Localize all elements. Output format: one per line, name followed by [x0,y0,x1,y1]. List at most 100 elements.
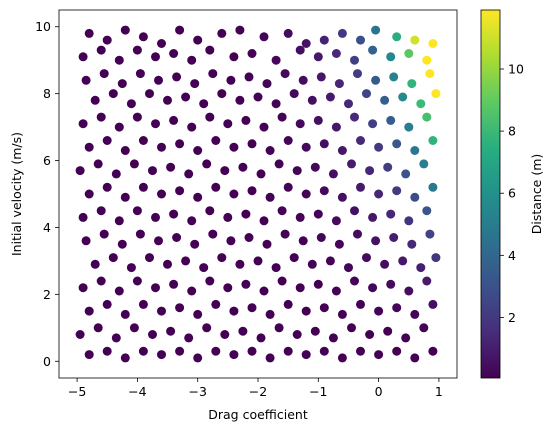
scatter-point [410,353,420,363]
scatter-point [404,286,414,296]
scatter-point [386,209,396,219]
scatter-point [93,159,103,169]
scatter-point [78,119,88,129]
scatter-point [392,186,402,196]
scatter-point [319,35,329,45]
scatter-point [425,229,435,239]
scatter-point [283,28,293,38]
scatter-point [138,32,148,42]
scatter-point [102,136,112,145]
scatter-point [350,276,359,286]
scatter-point [319,346,329,356]
scatter-point [129,159,139,169]
scatter-point [328,169,338,179]
scatter-point [81,75,91,85]
scatter-point [247,303,257,313]
scatter-point [145,89,154,99]
scatter-point [331,286,341,296]
scatter-point [331,216,341,226]
scatter-point [344,263,353,273]
scatter-point [193,353,203,363]
scatter-point [184,333,194,343]
scatter-point [301,306,311,316]
scatter-point [362,253,371,263]
x-axis-label: Drag coefficient [208,407,308,422]
scatter-point [151,52,160,62]
scatter-point [356,136,365,145]
scatter-point [154,236,163,246]
y-tick-label: 8 [43,86,51,101]
scatter-point [331,122,341,132]
scatter-point [193,192,203,202]
scatter-point [256,169,266,179]
scatter-point [374,189,384,199]
scatter-point [84,142,94,152]
scatter-point [223,119,233,129]
scatter-point [392,32,402,42]
scatter-point [419,159,429,169]
scatter-point [226,236,236,246]
scatter-point [356,35,365,45]
y-tick-label: 10 [35,19,51,34]
scatter-point [148,330,157,339]
scatter-point [259,216,269,226]
scatter-point [190,239,200,249]
scatter-point [205,45,215,55]
scatter-point [211,346,221,356]
scatter-point [362,89,371,99]
scatter-point [380,259,390,269]
scatter-point [283,182,293,192]
scatter-point [374,142,384,152]
scatter-point [151,212,160,222]
scatter-point [280,229,290,239]
scatter-point [96,45,106,55]
scatter-point [208,69,218,79]
scatter-point [163,259,172,269]
scatter-point [389,72,399,82]
scatter-point [422,55,432,65]
scatter-point [283,136,293,145]
scatter-point [175,346,185,356]
scatter-point [307,259,317,269]
scatter-point [187,216,197,226]
scatter-point [404,49,414,58]
scatter-point [371,75,381,85]
scatter-point [392,139,402,149]
scatter-point [157,142,166,152]
scatter-point [337,28,347,38]
scatter-point [235,25,245,35]
scatter-point [84,306,94,316]
scatter-point [425,69,435,79]
scatter-point [229,306,239,316]
scatter-point [157,189,166,199]
scatter-point [120,309,130,319]
scatter-point [169,115,179,125]
scatter-point [428,346,438,356]
scatter-point [310,162,320,172]
scatter-point [223,283,233,293]
x-tick-label: 1 [435,384,443,399]
scatter-point [277,276,287,286]
x-tick-label: −4 [128,384,146,399]
scatter-point [217,28,227,38]
scatter-point [205,276,215,286]
colorbar [480,9,501,379]
scatter-point [229,350,239,360]
scatter-point [175,139,185,149]
scatter-point [316,233,326,242]
scatter-point [129,323,139,333]
scatter-point [356,182,365,192]
scatter-point [280,69,290,79]
scatter-point [253,256,263,266]
y-axis-label: Initial velocity (m/s) [9,132,24,256]
scatter-point [172,72,182,82]
scatter-point [169,209,179,219]
scatter-point [96,112,106,122]
scatter-point [238,326,248,336]
scatter-point [229,52,239,62]
scatter-point [265,353,275,363]
scatter-point [356,346,365,356]
scatter-point [244,72,254,82]
scatter-point [211,136,221,145]
scatter-point [325,92,335,102]
